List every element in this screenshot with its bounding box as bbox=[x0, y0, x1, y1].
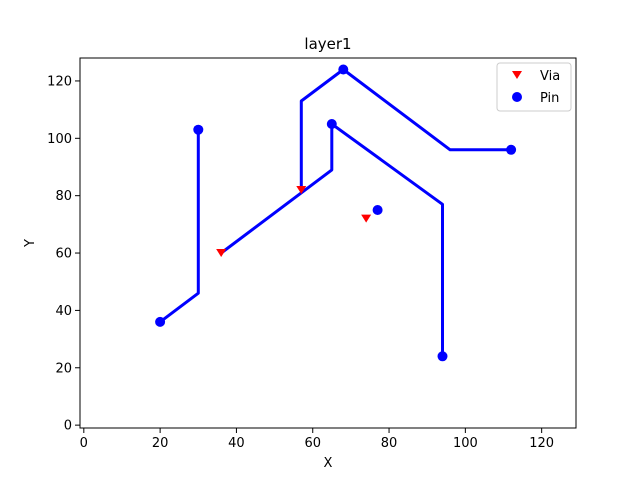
wire-line-2 bbox=[219, 122, 444, 358]
x-tick-label: 40 bbox=[228, 436, 245, 451]
y-tick-label: 120 bbox=[47, 74, 72, 89]
via-markers bbox=[216, 185, 372, 258]
y-axis-label: Y bbox=[23, 239, 38, 248]
legend-pin-marker bbox=[512, 92, 522, 102]
via-marker-1 bbox=[216, 249, 227, 258]
via-marker-2 bbox=[296, 185, 307, 194]
x-tick-label: 100 bbox=[453, 436, 478, 451]
via-marker-3 bbox=[361, 214, 372, 223]
pin-markers bbox=[155, 64, 517, 362]
legend: Via Pin bbox=[496, 62, 572, 112]
x-axis-ticks: 0 20 40 60 80 100 120 bbox=[80, 428, 554, 451]
legend-via-marker bbox=[512, 71, 522, 79]
y-tick-label: 60 bbox=[55, 247, 72, 262]
x-tick-label: 0 bbox=[80, 436, 88, 451]
x-axis-label: X bbox=[324, 456, 333, 471]
y-tick-label: 20 bbox=[55, 361, 72, 376]
wire-line-1 bbox=[158, 128, 200, 324]
pin-marker-7 bbox=[506, 144, 517, 155]
x-tick-label: 20 bbox=[152, 436, 169, 451]
y-axis-ticks: 0 20 40 60 80 100 120 bbox=[47, 74, 80, 434]
plot-frame bbox=[79, 57, 577, 429]
x-tick-label: 120 bbox=[529, 436, 554, 451]
y-tick-label: 40 bbox=[55, 304, 72, 319]
y-tick-label: 0 bbox=[64, 419, 72, 434]
legend-pin-label: Pin bbox=[540, 91, 559, 106]
chart-title: layer1 bbox=[304, 35, 351, 53]
pin-marker-4 bbox=[338, 64, 349, 75]
pin-marker-2 bbox=[193, 124, 204, 135]
pin-marker-6 bbox=[437, 351, 448, 362]
x-tick-label: 80 bbox=[381, 436, 398, 451]
pin-marker-3 bbox=[326, 119, 337, 129]
pin-marker-1 bbox=[155, 316, 166, 327]
pin-marker-5 bbox=[372, 205, 383, 215]
legend-via-label: Via bbox=[540, 69, 560, 84]
wire-lines bbox=[158, 68, 513, 358]
y-tick-label: 100 bbox=[47, 132, 72, 147]
x-tick-label: 60 bbox=[304, 436, 321, 451]
y-tick-label: 80 bbox=[55, 189, 72, 204]
